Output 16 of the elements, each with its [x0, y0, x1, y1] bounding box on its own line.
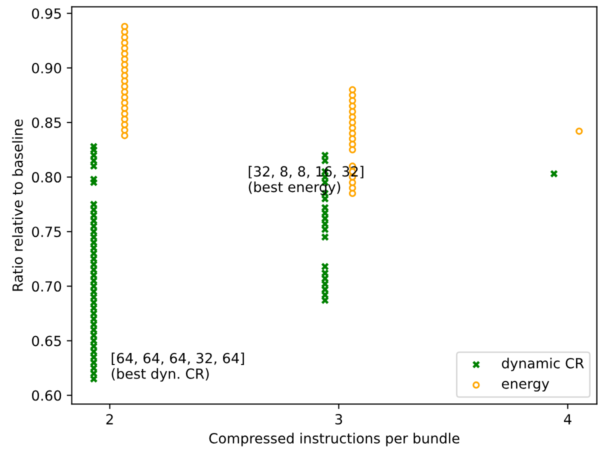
y-tick-label: 0.65: [32, 336, 61, 346]
y-tick-label: 0.85: [32, 117, 61, 128]
y-tick-label: 0.95: [32, 8, 61, 19]
y-tick-label: 0.70: [32, 281, 62, 292]
x-tick-label: 3: [335, 414, 342, 425]
x-tick-label: 2: [106, 414, 113, 424]
legend-label: dynamic CR: [502, 358, 584, 372]
x-axis-title: Compressed instructions per bundle: [209, 432, 460, 446]
y-axis-title: Ratio relative to baseline: [12, 119, 23, 291]
y-tick-label: 0.60: [32, 390, 62, 401]
annotation: [64, 64, 64, 32, 64] (best dyn. CR): [112, 352, 244, 382]
legend-label: energy: [502, 380, 550, 392]
y-tick-label: 0.90: [32, 62, 62, 74]
y-tick-label: 0.80: [32, 172, 62, 183]
x-tick-label: 4: [564, 414, 572, 424]
y-tick-label: 0.75: [32, 226, 61, 238]
